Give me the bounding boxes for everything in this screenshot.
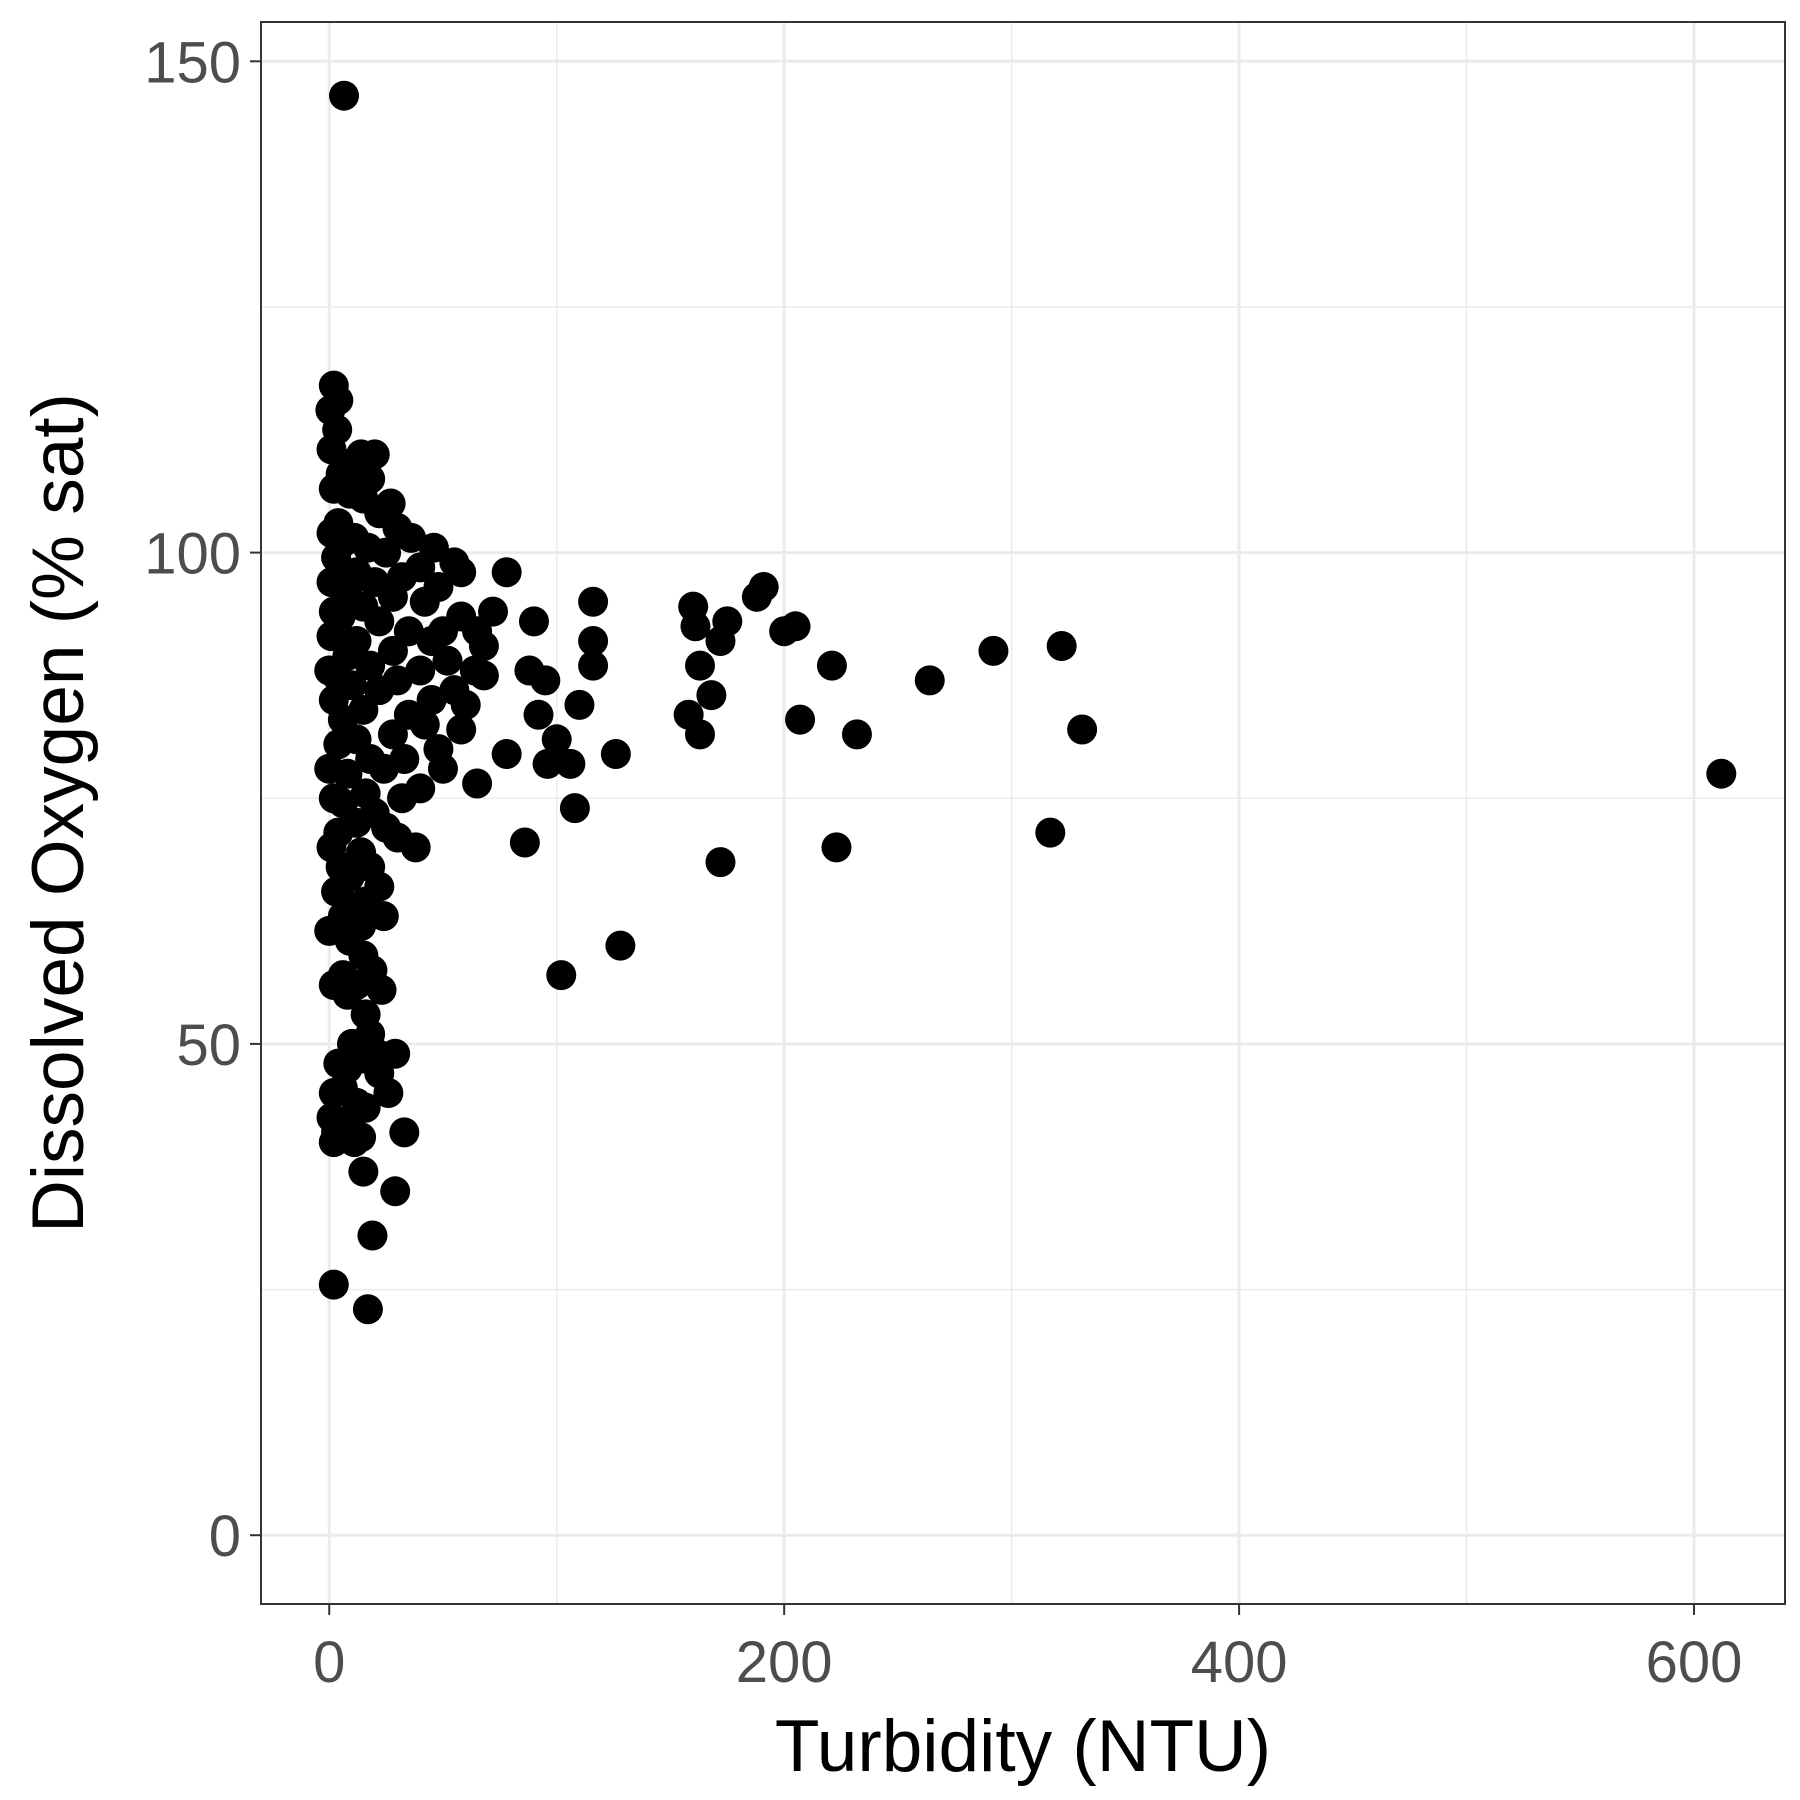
data-point: [348, 1156, 379, 1187]
data-point: [780, 611, 811, 642]
data-point: [366, 974, 397, 1005]
data-point: [605, 930, 636, 961]
data-point: [530, 665, 561, 696]
data-point: [352, 1294, 383, 1325]
data-point: [821, 832, 852, 863]
x-tick-label: 0: [313, 1630, 345, 1695]
data-point: [332, 758, 363, 789]
panel-background: [261, 22, 1785, 1604]
data-point: [396, 522, 427, 553]
data-point: [462, 768, 493, 799]
data-point: [555, 748, 586, 779]
data-point: [400, 832, 431, 863]
data-point: [491, 557, 522, 588]
data-point: [1706, 758, 1737, 789]
data-point: [685, 719, 716, 750]
data-point: [371, 537, 402, 568]
data-point: [355, 650, 386, 681]
data-point: [705, 626, 736, 657]
data-point: [578, 626, 609, 657]
data-point: [368, 901, 399, 932]
data-point: [468, 630, 499, 661]
y-tick-label: 150: [144, 30, 241, 95]
data-point: [318, 1269, 349, 1300]
data-point: [318, 1078, 349, 1109]
data-point: [1035, 817, 1066, 848]
data-point: [518, 606, 549, 637]
data-point: [427, 753, 458, 784]
data-point: [978, 635, 1009, 666]
data-point: [409, 586, 440, 617]
data-point: [600, 739, 631, 770]
axis-tick-labels: 0 200 400 600 0 50 100 150: [144, 30, 1742, 1695]
data-point: [446, 714, 477, 745]
data-point: [1067, 714, 1098, 745]
data-point: [468, 660, 499, 691]
x-tick-label: 400: [1191, 1630, 1288, 1695]
data-point: [705, 847, 736, 878]
data-point: [509, 827, 540, 858]
data-point: [405, 655, 436, 686]
y-tick-label: 100: [144, 522, 241, 587]
data-point: [559, 793, 590, 824]
panel-border: [260, 21, 1786, 1605]
data-point: [446, 557, 477, 588]
data-point: [432, 645, 463, 676]
data-point: [373, 1078, 404, 1109]
data-point: [578, 650, 609, 681]
data-point: [339, 1127, 370, 1158]
data-point: [368, 753, 399, 784]
data-point: [564, 689, 595, 720]
data-point: [323, 729, 354, 760]
data-point: [357, 1220, 388, 1251]
data-point: [409, 709, 440, 740]
data-point: [546, 960, 577, 991]
data-point: [680, 611, 711, 642]
data-point: [380, 1176, 411, 1207]
data-point: [377, 635, 408, 666]
data-point: [748, 572, 779, 602]
data-point: [1046, 630, 1077, 661]
data-point: [523, 699, 554, 730]
data-point: [685, 650, 716, 681]
grid: [261, 22, 1785, 1604]
data-point: [389, 1117, 420, 1148]
data-point: [329, 80, 360, 111]
data-point: [785, 704, 816, 735]
axis-ticks: [250, 60, 1696, 1615]
x-tick-label: 200: [736, 1630, 833, 1695]
data-point: [491, 739, 522, 770]
data-point: [914, 665, 945, 696]
data-point: [416, 685, 447, 715]
data-point: [450, 689, 481, 720]
x-tick-label: 600: [1646, 1630, 1743, 1695]
data-point: [541, 724, 572, 755]
data-point: [332, 979, 363, 1010]
x-axis-title: Turbidity (NTU): [775, 1706, 1271, 1787]
data-point: [364, 606, 395, 637]
data-point: [377, 719, 408, 750]
y-tick-label: 50: [176, 1013, 241, 1078]
data-point: [387, 783, 418, 814]
data-point: [532, 748, 563, 779]
data-point: [377, 581, 408, 612]
data-point: [841, 719, 872, 750]
data-point: [816, 650, 847, 681]
y-axis-title: Dissolved Oxygen (% sat): [18, 393, 99, 1233]
data-point: [578, 586, 609, 617]
data-point: [696, 680, 727, 711]
y-tick-label: 0: [209, 1504, 241, 1569]
data-points: [314, 80, 1737, 1325]
